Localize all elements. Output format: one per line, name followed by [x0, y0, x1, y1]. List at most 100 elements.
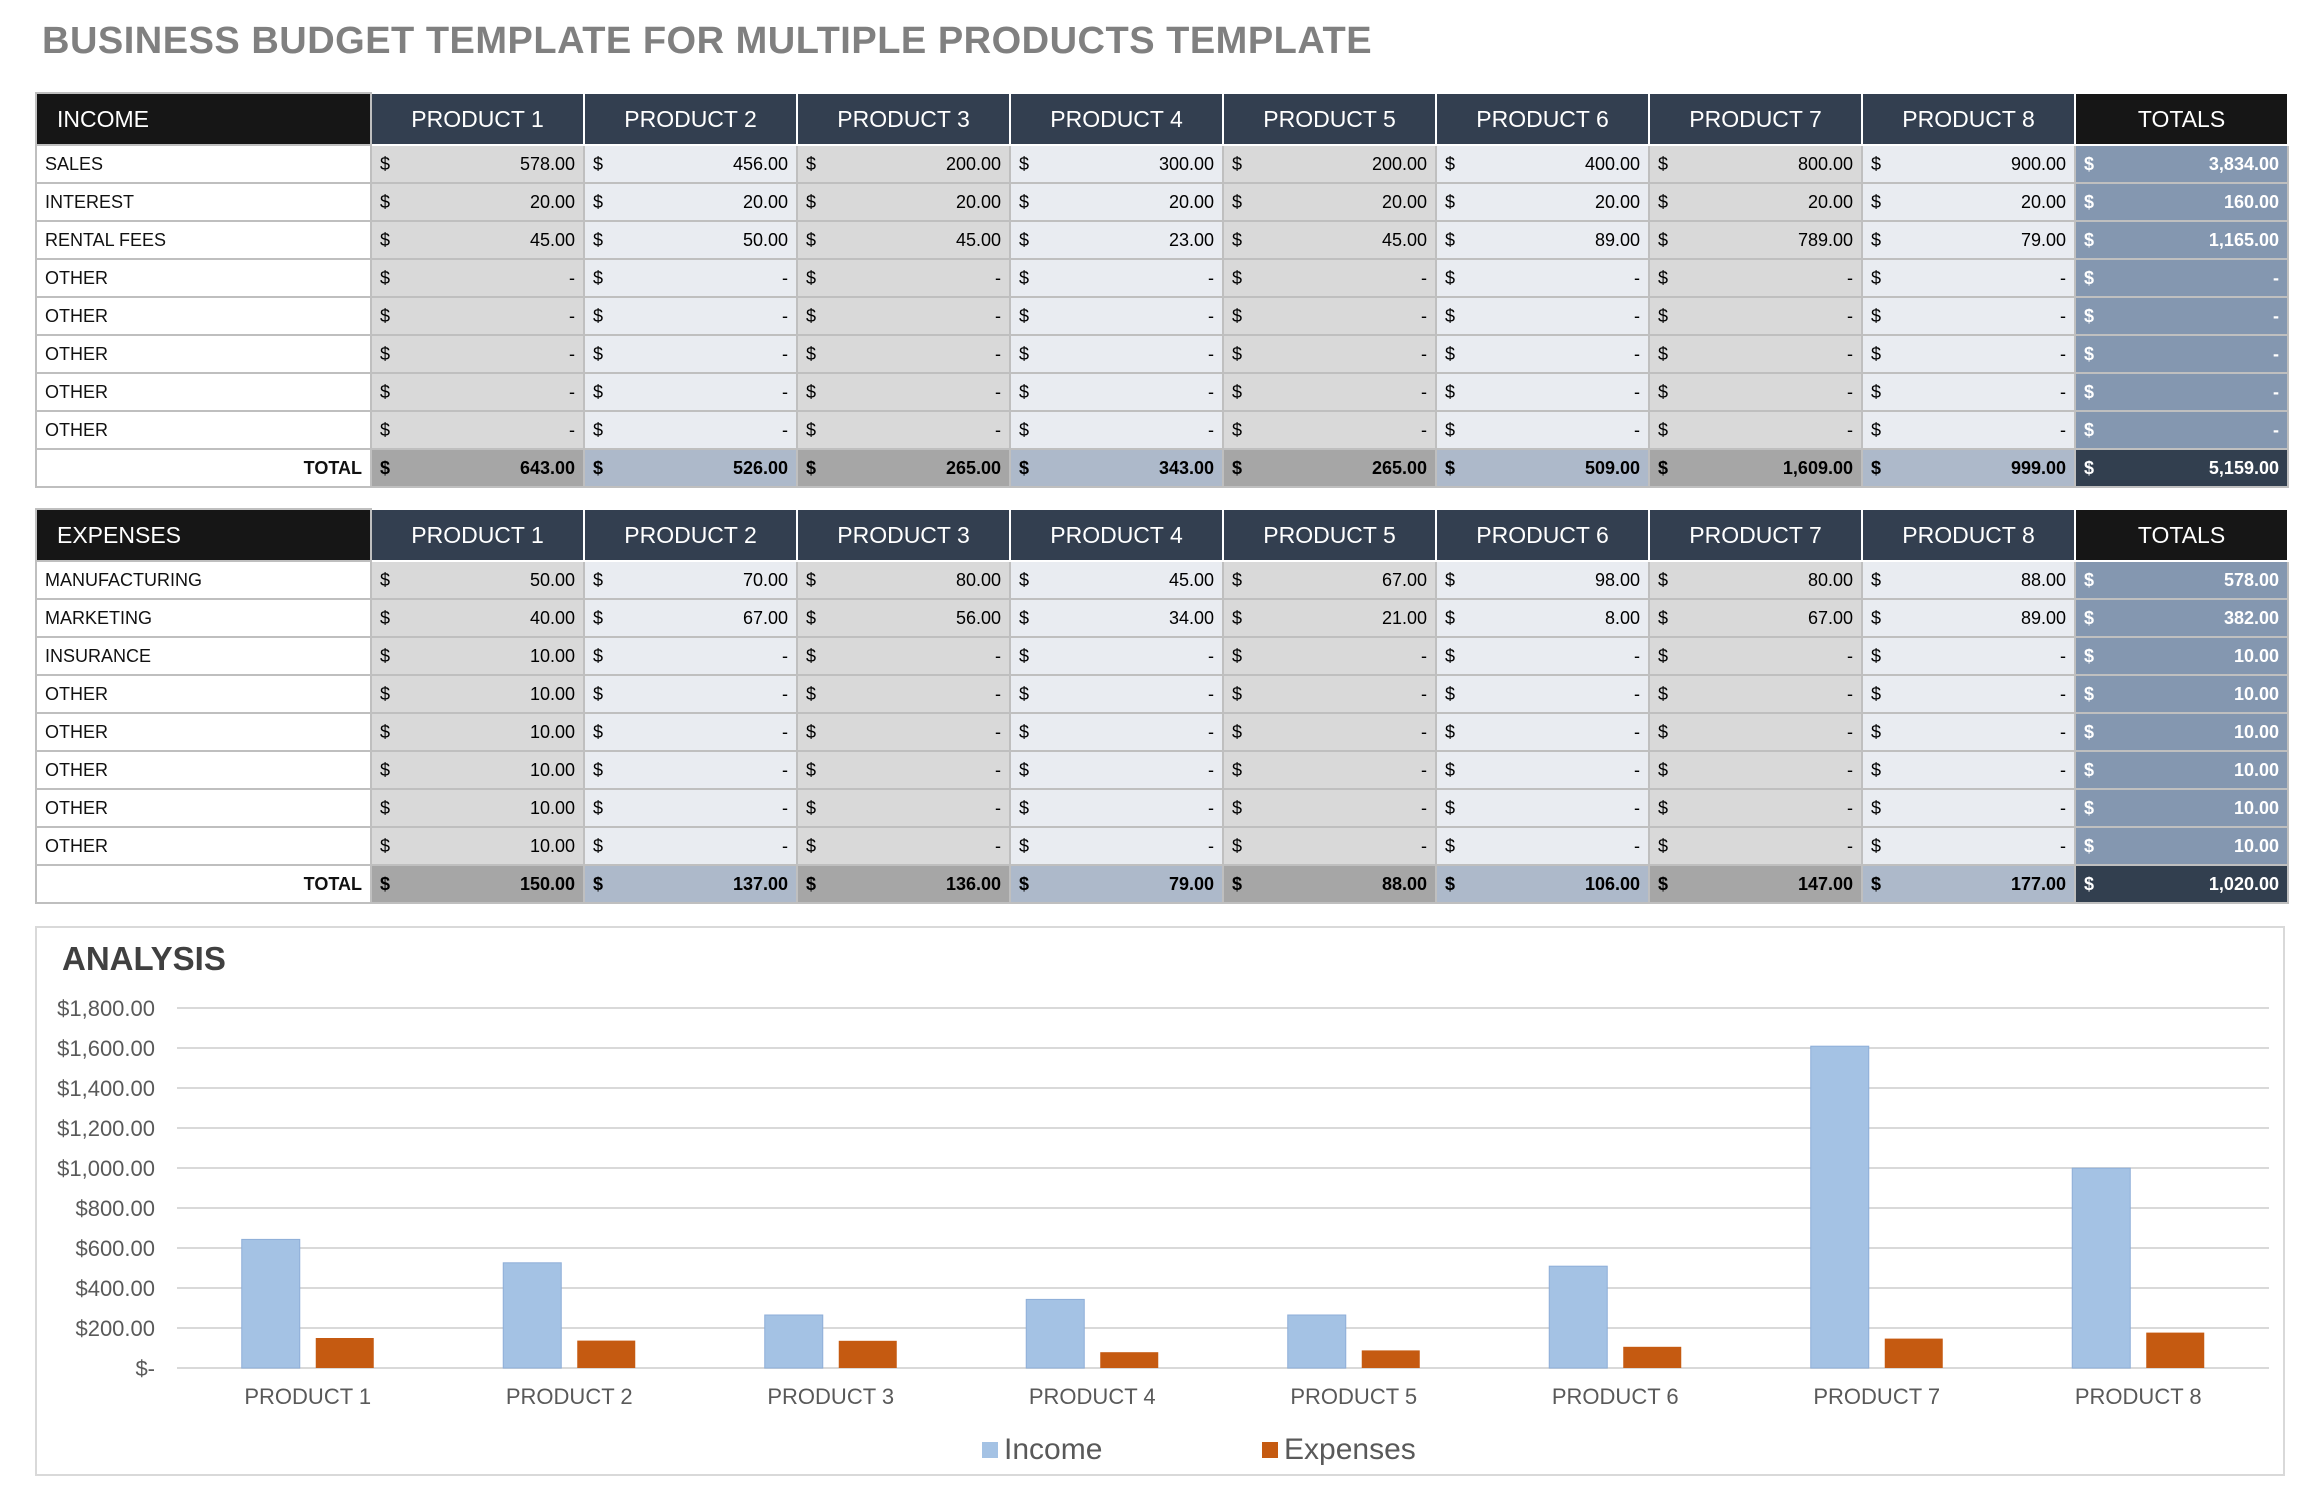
amount-cell[interactable]: $ - [1648, 750, 1863, 790]
row-label[interactable]: MARKETING [35, 598, 372, 638]
amount-cell[interactable]: $67.00 [1648, 598, 1863, 638]
row-label[interactable]: MANUFACTURING [35, 560, 372, 600]
amount-cell[interactable]: $160.00 [2074, 182, 2289, 222]
amount-cell[interactable]: $89.00 [1861, 598, 2076, 638]
amount-cell[interactable]: $ - [1435, 334, 1650, 374]
amount-cell[interactable]: $ - [796, 636, 1011, 676]
amount-cell[interactable]: $10.00 [2074, 788, 2289, 828]
amount-cell[interactable]: $40.00 [370, 598, 585, 638]
row-label[interactable]: OTHER [35, 296, 372, 336]
amount-cell[interactable]: $ - [796, 826, 1011, 866]
amount-cell[interactable]: $ - [583, 826, 798, 866]
amount-cell[interactable]: $ - [1009, 750, 1224, 790]
amount-cell[interactable]: $10.00 [2074, 826, 2289, 866]
amount-cell[interactable]: $ - [1222, 258, 1437, 298]
amount-cell[interactable]: $20.00 [583, 182, 798, 222]
amount-cell[interactable]: $ - [1009, 826, 1224, 866]
amount-cell[interactable]: $ - [796, 296, 1011, 336]
amount-cell[interactable]: $ - [583, 410, 798, 450]
amount-cell[interactable]: $45.00 [796, 220, 1011, 260]
amount-cell[interactable]: $ - [796, 258, 1011, 298]
row-label[interactable]: INTEREST [35, 182, 372, 222]
amount-cell[interactable]: $ - [1648, 372, 1863, 412]
amount-cell[interactable]: $ - [1861, 674, 2076, 714]
amount-cell[interactable]: $789.00 [1648, 220, 1863, 260]
amount-cell[interactable]: $ - [2074, 296, 2289, 336]
amount-cell[interactable]: $20.00 [796, 182, 1011, 222]
amount-cell[interactable]: $10.00 [2074, 674, 2289, 714]
amount-cell[interactable]: $20.00 [370, 182, 585, 222]
amount-cell[interactable]: $ - [583, 636, 798, 676]
amount-cell[interactable]: $1,609.00 [1648, 448, 1863, 488]
amount-cell[interactable]: $578.00 [370, 144, 585, 184]
amount-cell[interactable]: $ - [1009, 674, 1224, 714]
amount-cell[interactable]: $ - [796, 674, 1011, 714]
amount-cell[interactable]: $ - [1222, 826, 1437, 866]
amount-cell[interactable]: $67.00 [583, 598, 798, 638]
amount-cell[interactable]: $ - [583, 674, 798, 714]
amount-cell[interactable]: $ - [583, 788, 798, 828]
amount-cell[interactable]: $ - [1009, 334, 1224, 374]
amount-cell[interactable]: $150.00 [370, 864, 585, 904]
amount-cell[interactable]: $300.00 [1009, 144, 1224, 184]
amount-cell[interactable]: $ - [1648, 410, 1863, 450]
amount-cell[interactable]: $137.00 [583, 864, 798, 904]
amount-cell[interactable]: $ - [1861, 712, 2076, 752]
amount-cell[interactable]: $ - [2074, 372, 2289, 412]
amount-cell[interactable]: $ - [583, 334, 798, 374]
row-label[interactable]: OTHER [35, 258, 372, 298]
row-label[interactable]: OTHER [35, 410, 372, 450]
amount-cell[interactable]: $ - [370, 258, 585, 298]
amount-cell[interactable]: $ - [1648, 712, 1863, 752]
amount-cell[interactable]: $23.00 [1009, 220, 1224, 260]
amount-cell[interactable]: $ - [1222, 788, 1437, 828]
amount-cell[interactable]: $ - [796, 372, 1011, 412]
row-label[interactable]: OTHER [35, 712, 372, 752]
amount-cell[interactable]: $34.00 [1009, 598, 1224, 638]
amount-cell[interactable]: $ - [370, 410, 585, 450]
amount-cell[interactable]: $ - [583, 750, 798, 790]
amount-cell[interactable]: $ - [2074, 258, 2289, 298]
amount-cell[interactable]: $20.00 [1009, 182, 1224, 222]
row-label[interactable]: RENTAL FEES [35, 220, 372, 260]
amount-cell[interactable]: $ - [1222, 750, 1437, 790]
amount-cell[interactable]: $20.00 [1222, 182, 1437, 222]
amount-cell[interactable]: $10.00 [370, 750, 585, 790]
amount-cell[interactable]: $ - [1648, 296, 1863, 336]
amount-cell[interactable]: $ - [1435, 750, 1650, 790]
amount-cell[interactable]: $21.00 [1222, 598, 1437, 638]
amount-cell[interactable]: $10.00 [2074, 636, 2289, 676]
amount-cell[interactable]: $3,834.00 [2074, 144, 2289, 184]
amount-cell[interactable]: $50.00 [583, 220, 798, 260]
amount-cell[interactable]: $ - [1009, 372, 1224, 412]
amount-cell[interactable]: $200.00 [1222, 144, 1437, 184]
amount-cell[interactable]: $265.00 [796, 448, 1011, 488]
amount-cell[interactable]: $ - [1009, 712, 1224, 752]
amount-cell[interactable]: $ - [1222, 712, 1437, 752]
amount-cell[interactable]: $70.00 [583, 560, 798, 600]
amount-cell[interactable]: $ - [1435, 296, 1650, 336]
amount-cell[interactable]: $79.00 [1861, 220, 2076, 260]
amount-cell[interactable]: $ - [1222, 296, 1437, 336]
amount-cell[interactable]: $ - [583, 712, 798, 752]
row-label[interactable]: OTHER [35, 674, 372, 714]
amount-cell[interactable]: $ - [1648, 788, 1863, 828]
amount-cell[interactable]: $ - [1435, 712, 1650, 752]
amount-cell[interactable]: $ - [1435, 788, 1650, 828]
amount-cell[interactable]: $ - [1435, 826, 1650, 866]
amount-cell[interactable]: $ - [583, 372, 798, 412]
amount-cell[interactable]: $88.00 [1861, 560, 2076, 600]
amount-cell[interactable]: $177.00 [1861, 864, 2076, 904]
amount-cell[interactable]: $ - [1435, 674, 1650, 714]
amount-cell[interactable]: $ - [796, 788, 1011, 828]
amount-cell[interactable]: $98.00 [1435, 560, 1650, 600]
amount-cell[interactable]: $900.00 [1861, 144, 2076, 184]
amount-cell[interactable]: $45.00 [1009, 560, 1224, 600]
amount-cell[interactable]: $ - [583, 296, 798, 336]
amount-cell[interactable]: $265.00 [1222, 448, 1437, 488]
amount-cell[interactable]: $1,020.00 [2074, 864, 2289, 904]
amount-cell[interactable]: $382.00 [2074, 598, 2289, 638]
row-label[interactable]: INSURANCE [35, 636, 372, 676]
amount-cell[interactable]: $ - [1861, 296, 2076, 336]
amount-cell[interactable]: $ - [796, 334, 1011, 374]
